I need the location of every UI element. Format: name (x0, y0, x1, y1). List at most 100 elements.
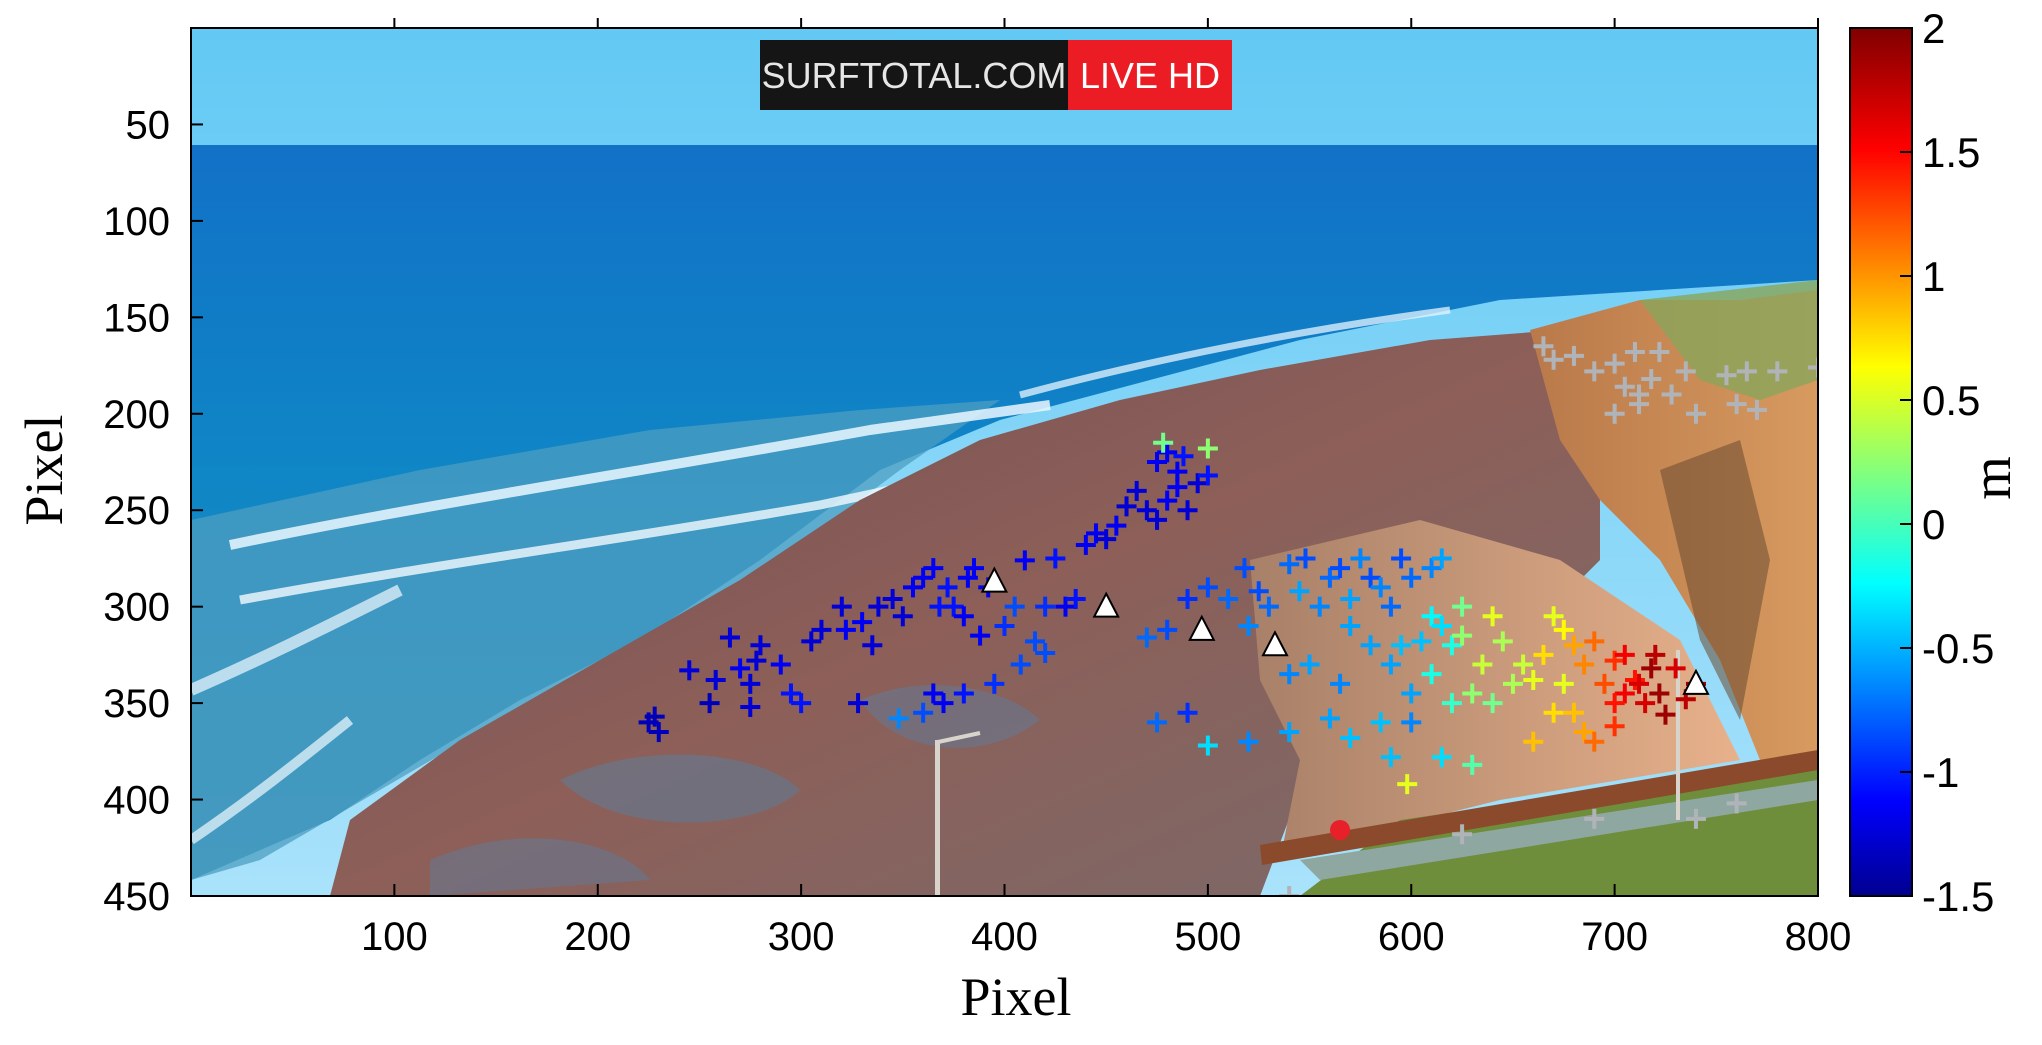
y-tick-label: 250 (103, 489, 170, 533)
scatter-point (1482, 606, 1503, 627)
scatter-point (740, 696, 761, 717)
no-data-point (1563, 345, 1584, 366)
scatter-point (888, 708, 909, 729)
scatter-point (923, 558, 944, 579)
scatter-point (1543, 702, 1564, 723)
scatter-point (1340, 588, 1361, 609)
scatter-point (1157, 490, 1178, 511)
scatter-point (1421, 558, 1442, 579)
scatter-point (1248, 581, 1269, 602)
scatter-point (1401, 712, 1422, 733)
scatter-point (1665, 658, 1686, 679)
scatter-point (1258, 596, 1279, 617)
cliff-shadow (1660, 440, 1770, 720)
scatter-point (1065, 588, 1086, 609)
scatter-point (1380, 747, 1401, 768)
scatter-point (1421, 606, 1442, 627)
scatter-point (1279, 722, 1300, 743)
scatter-point (913, 567, 934, 588)
badge-left-box (760, 40, 1068, 110)
no-data-point (1661, 384, 1682, 405)
scatter-point (1197, 735, 1218, 756)
colorbar-tick-label: -0.5 (1922, 625, 1994, 672)
scatter-point (970, 625, 991, 646)
no-data-point (1746, 399, 1767, 420)
scatter-point (1295, 548, 1316, 569)
scatter-point (679, 660, 700, 681)
scatter-point (1502, 673, 1523, 694)
scatter-point (1513, 654, 1534, 675)
y-tick-label: 350 (103, 682, 170, 726)
scatter-point (1330, 558, 1351, 579)
scatter-point (1360, 567, 1381, 588)
scatter-point (1197, 577, 1218, 598)
colorbar-tick-label: -1.5 (1922, 873, 1994, 920)
scatter-point (1594, 673, 1615, 694)
reef-pool-2 (860, 685, 1040, 748)
no-data-point (1624, 342, 1645, 363)
breaking-wave-1 (228, 400, 1051, 550)
scatter-point (1523, 731, 1544, 752)
scatter-point (1574, 654, 1595, 675)
x-tick-label: 700 (1581, 915, 1648, 959)
scatter-point (770, 654, 791, 675)
y-tick-label: 150 (103, 296, 170, 340)
scatter-point (1045, 548, 1066, 569)
scatter-point (923, 683, 944, 704)
lamp-post-2 (1676, 650, 1680, 820)
scatter-markers (638, 432, 1706, 795)
scatter-point (1452, 625, 1473, 646)
scatter-point (1563, 702, 1584, 723)
scatter-point (831, 596, 852, 617)
scatter-point (1299, 654, 1320, 675)
scatter-point (1153, 432, 1174, 453)
scatter-point (1360, 635, 1381, 656)
scatter-point (852, 612, 873, 633)
scatter-point (1096, 529, 1117, 550)
scatter-point (1543, 606, 1564, 627)
scatter-point (1604, 693, 1625, 714)
scatter-point (1157, 619, 1178, 640)
scatter-point (1641, 658, 1662, 679)
scatter-point (848, 693, 869, 714)
scatter-point (1147, 712, 1168, 733)
sea (191, 145, 1818, 880)
scatter-point (862, 635, 883, 656)
scatter-point (1584, 631, 1605, 652)
no-data-point (1629, 384, 1650, 405)
scatter-point (1340, 727, 1361, 748)
scatter-point (1452, 596, 1473, 617)
colorbar-tick-label: 1 (1922, 253, 1945, 300)
no-entry-sign (1330, 820, 1350, 840)
no-data-point (1279, 886, 1300, 896)
scatter-point (780, 683, 801, 704)
no-data-point (1685, 403, 1706, 424)
reference-triangle (1188, 614, 1216, 641)
badge-right-box (1068, 40, 1232, 110)
breaking-wave-4 (191, 584, 403, 696)
no-data-point (1685, 808, 1706, 829)
scatter-point (1177, 702, 1198, 723)
scatter-point (1533, 644, 1554, 665)
no-data-point (1808, 357, 1818, 378)
scatter-point (1279, 664, 1300, 685)
scatter-point (1380, 596, 1401, 617)
colorbar-tick-label: -1 (1922, 749, 1959, 796)
scatter-point (1025, 631, 1046, 652)
badge-left-text: SURFTOTAL.COM (762, 55, 1067, 96)
reference-triangle (980, 566, 1008, 593)
scatter-point (1563, 635, 1584, 656)
scatter-point (1319, 567, 1340, 588)
scatter-point (1482, 693, 1503, 714)
scatter-point (1279, 554, 1300, 575)
scatter-point (1086, 523, 1107, 544)
scatter-point (1401, 567, 1422, 588)
scatter-point (1441, 635, 1462, 656)
scatter-point (1197, 465, 1218, 486)
x-tick-label: 600 (1378, 915, 1445, 959)
scatter-point (719, 627, 740, 648)
scatter-point (1431, 615, 1452, 636)
no-data-markers (1279, 336, 1818, 896)
scatter-point (1136, 500, 1157, 521)
